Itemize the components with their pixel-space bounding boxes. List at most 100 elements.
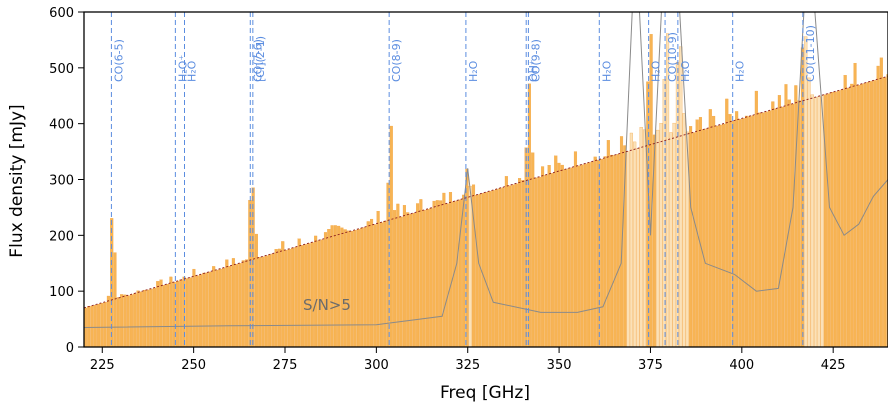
flux-bar [462, 194, 466, 348]
line-label: CO(7-6) [251, 39, 264, 82]
flux-bar [93, 304, 97, 348]
flux-bar [261, 256, 265, 348]
flux-bar [156, 281, 160, 348]
flux-bar [689, 126, 693, 348]
line-label: H₂O⁺ [176, 55, 189, 82]
flux-bar [485, 192, 489, 348]
flux-bar [610, 154, 614, 348]
flux-bar [807, 77, 811, 348]
flux-bar [87, 306, 91, 348]
flux-bar [97, 303, 101, 348]
flux-bar [195, 275, 199, 348]
flux-bar [656, 129, 660, 348]
flux-bar [425, 209, 430, 348]
flux-bar [564, 169, 568, 348]
flux-bar [840, 89, 844, 348]
flux-bar [557, 162, 561, 348]
flux-bar [481, 193, 485, 348]
flux-bar [379, 222, 383, 348]
flux-bar [327, 229, 331, 348]
flux-bar [402, 205, 406, 348]
flux-bar [771, 101, 775, 348]
flux-bar [116, 297, 120, 348]
flux-bar [600, 158, 604, 348]
flux-bar [853, 62, 857, 348]
flux-bar [356, 229, 360, 348]
x-tick-label: 400 [729, 358, 754, 373]
flux-bar [475, 194, 479, 348]
flux-bar [139, 291, 143, 348]
flux-bar [264, 255, 268, 348]
flux-bar [712, 115, 716, 348]
flux-bar [297, 238, 301, 348]
flux-bar [721, 123, 726, 348]
flux-bar [251, 187, 255, 348]
flux-bar [804, 36, 808, 348]
flux-bar [718, 124, 722, 348]
flux-bar [735, 111, 739, 348]
flux-bar [238, 263, 242, 348]
flux-bar [409, 213, 413, 348]
y-tick-label: 600 [49, 6, 74, 21]
flux-bar [241, 260, 245, 348]
flux-bar [343, 229, 347, 348]
flux-bar [314, 235, 318, 348]
y-tick-label: 300 [49, 174, 74, 189]
flux-bar [422, 210, 426, 348]
flux-bar [531, 152, 535, 348]
x-tick-label: 325 [455, 358, 480, 373]
sn5-annotation: S/N>5 [303, 296, 351, 314]
flux-bar [879, 57, 883, 348]
flux-bar [208, 271, 212, 348]
flux-bar [406, 212, 410, 348]
flux-bar [758, 112, 762, 348]
flux-bar [518, 178, 522, 348]
flux-bar [580, 164, 584, 348]
flux-bar [639, 127, 643, 348]
flux-bar [337, 225, 341, 348]
flux-bar [277, 248, 281, 348]
flux-bar [508, 185, 512, 348]
flux-bar [442, 192, 446, 348]
flux-bar [613, 155, 617, 348]
line-label: CO(9-8) [529, 39, 542, 82]
flux-bar [198, 274, 203, 348]
flux-bar [682, 113, 686, 348]
flux-bar [228, 266, 232, 348]
flux-bar [774, 108, 778, 348]
flux-bar [350, 230, 354, 348]
flux-bar [221, 267, 226, 348]
flux-bar [791, 103, 795, 348]
flux-bar [810, 94, 814, 348]
flux-bar [679, 46, 683, 348]
flux-bar [113, 252, 117, 348]
y-tick-label: 500 [49, 62, 74, 77]
line-label: H₂O [679, 60, 692, 82]
flux-bar [547, 165, 551, 348]
flux-bar [606, 140, 610, 348]
flux-bar [731, 121, 735, 348]
flux-bar [215, 269, 219, 348]
flux-bar [573, 151, 578, 348]
flux-bar [363, 227, 367, 348]
flux-bar [764, 111, 768, 348]
flux-bar [245, 259, 249, 348]
flux-bar [159, 279, 163, 348]
line-label: CO(11-10) [804, 25, 817, 82]
flux-bar [225, 259, 229, 348]
flux-bar [869, 81, 874, 348]
flux-bar [254, 233, 258, 348]
flux-bar [629, 132, 633, 348]
flux-bar [754, 90, 758, 348]
flux-bar [383, 220, 387, 348]
flux-bar [218, 268, 222, 348]
line-label: H₂O [186, 60, 199, 82]
y-axis-title: Flux density [mJy] [7, 104, 27, 257]
flux-bar [698, 117, 702, 348]
flux-bar [333, 225, 337, 348]
flux-bar [376, 211, 380, 348]
flux-bar [837, 90, 841, 348]
flux-bar [570, 167, 574, 348]
flux-bar [235, 264, 239, 348]
flux-bar [389, 125, 393, 348]
